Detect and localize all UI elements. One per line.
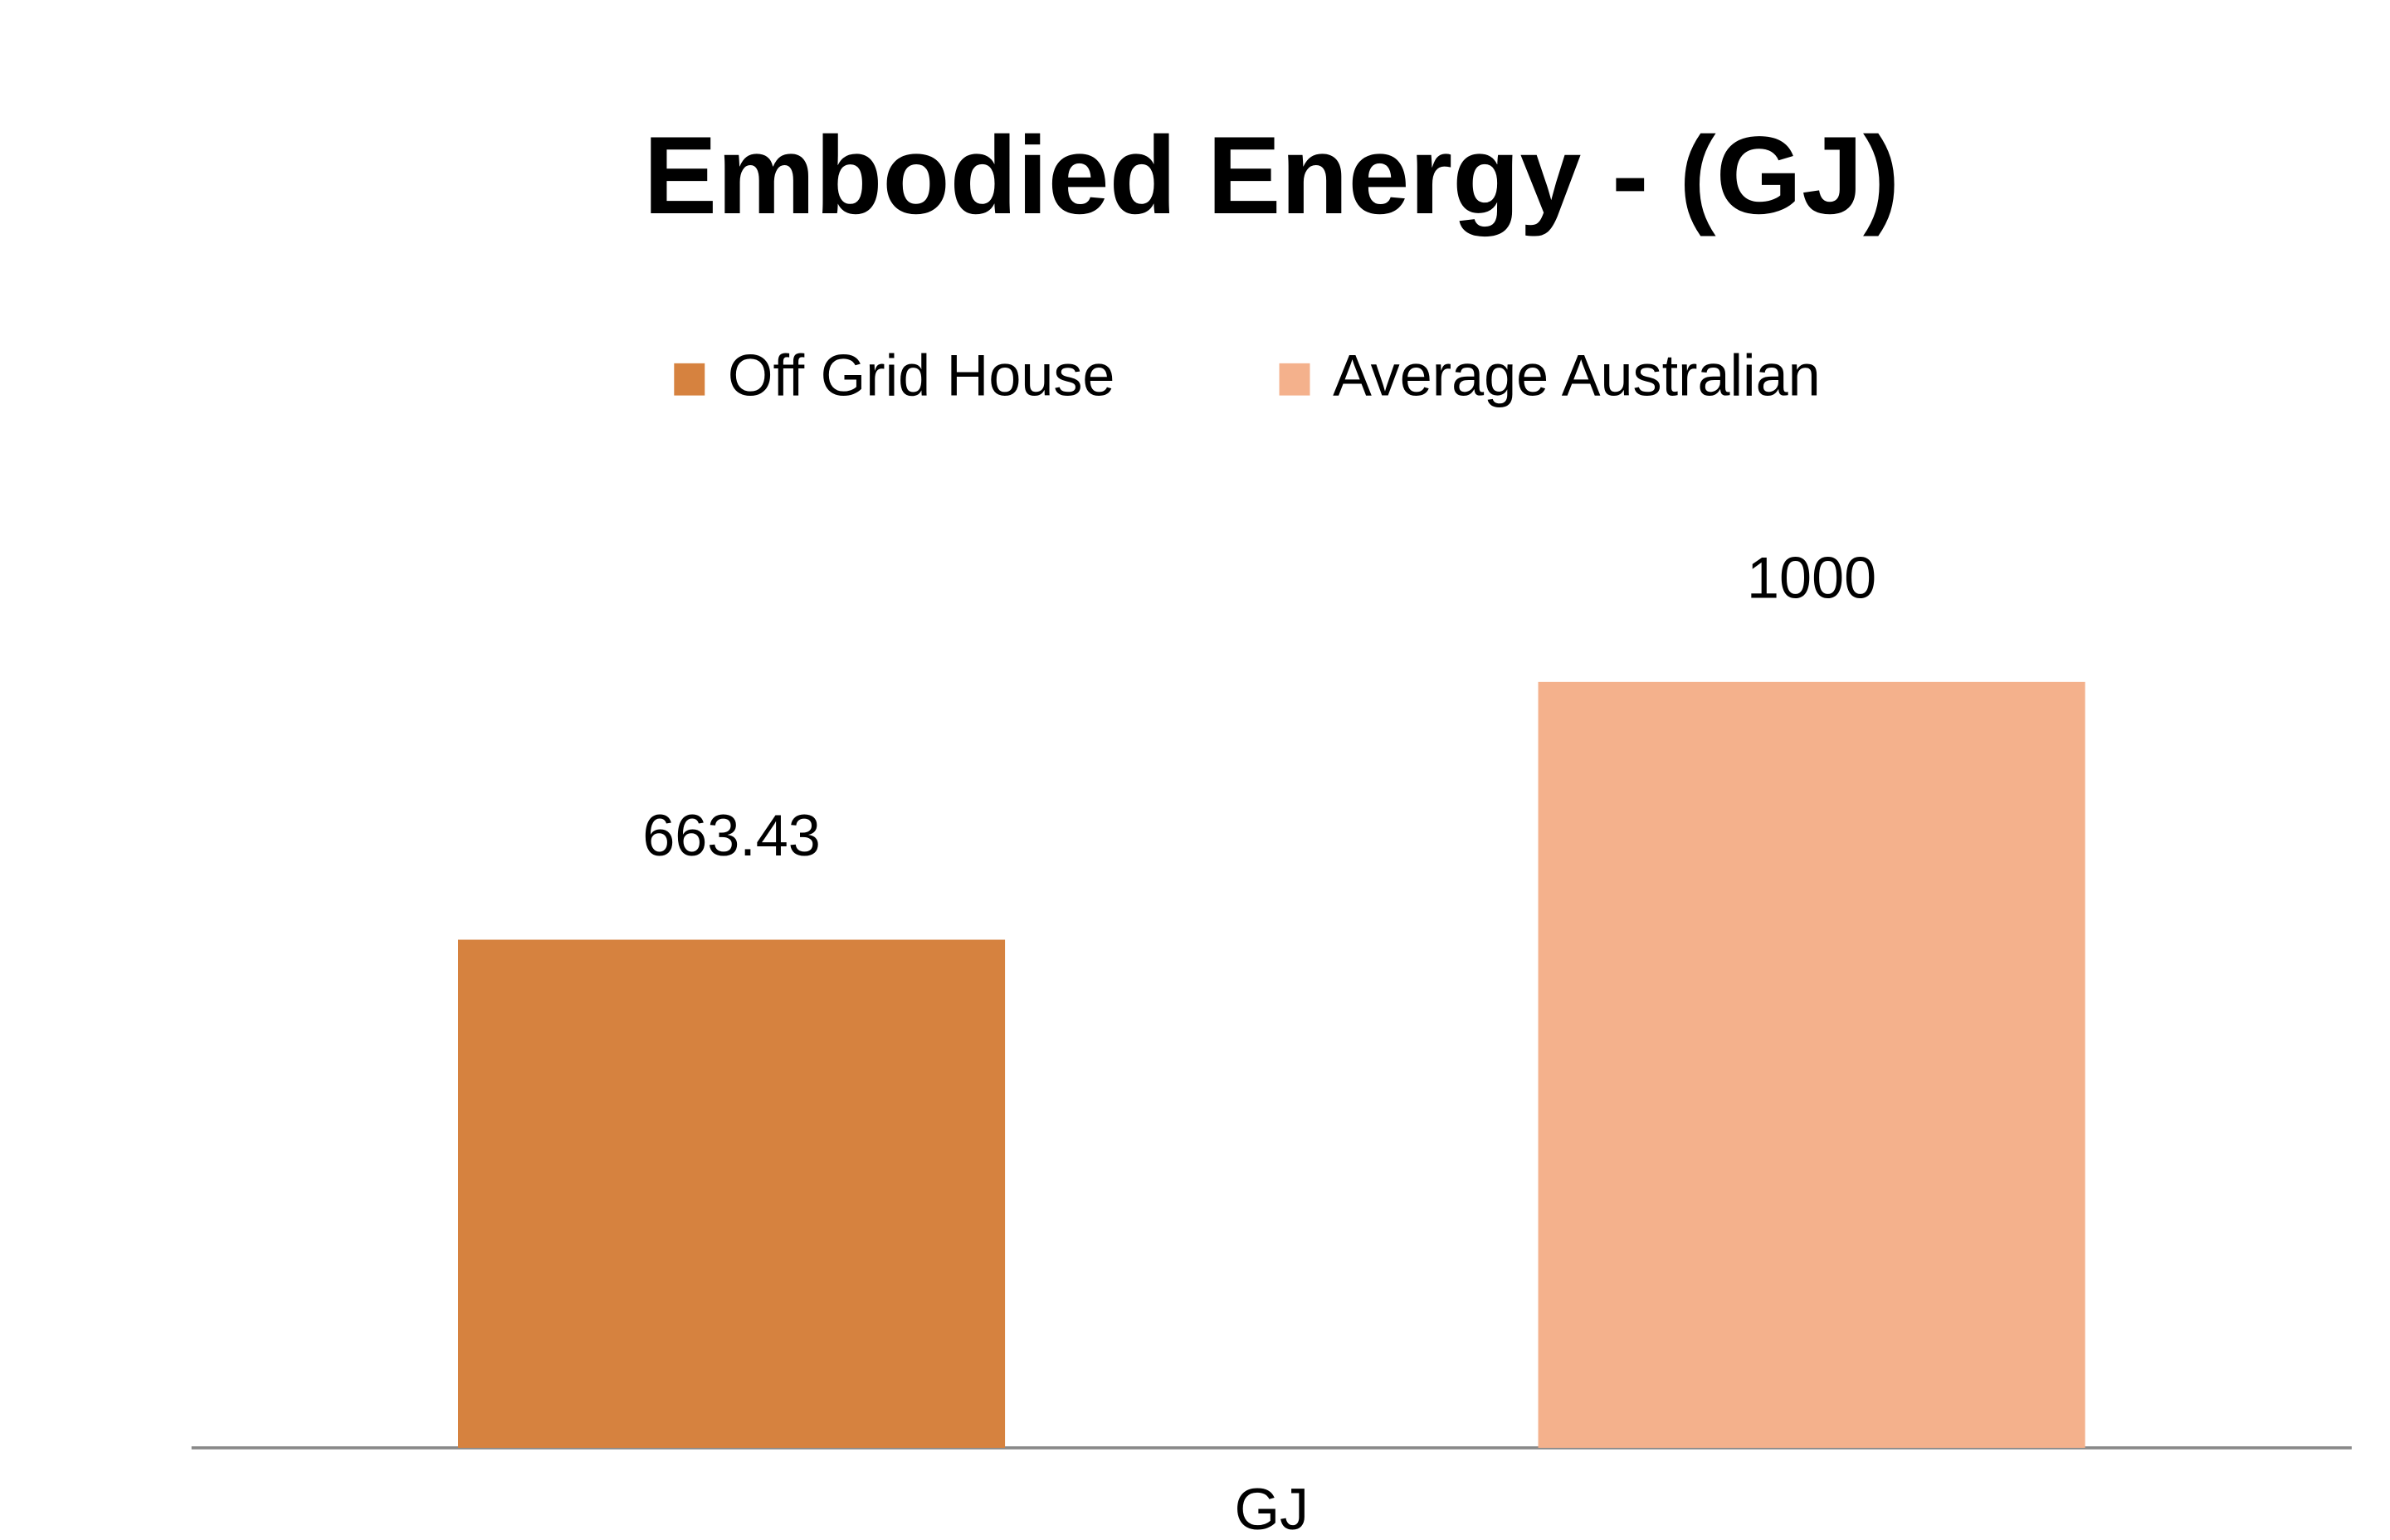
x-tick-label: GJ xyxy=(1234,1476,1309,1540)
legend-label: Average Australian xyxy=(1333,343,1821,408)
value-label: 1000 xyxy=(1747,544,1876,610)
bar xyxy=(1538,681,2085,1448)
legend-swatch xyxy=(1279,363,1310,396)
chart-title: Embodied Energy - (GJ) xyxy=(643,115,1900,237)
legend-label: Off Grid House xyxy=(728,343,1115,408)
value-label: 663.43 xyxy=(642,802,821,868)
bar xyxy=(458,939,1006,1448)
legend-swatch xyxy=(674,363,705,396)
